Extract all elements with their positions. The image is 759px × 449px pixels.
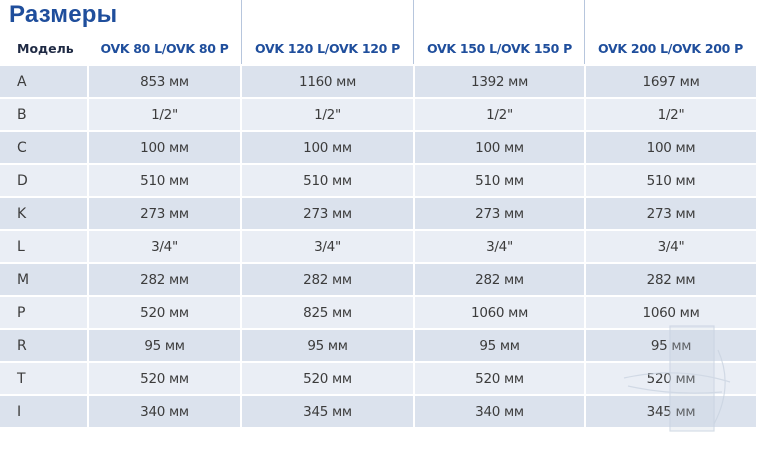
table-cell: 345 мм xyxy=(585,395,756,429)
table-cell: 3/4" xyxy=(585,230,756,264)
row-label: L xyxy=(0,230,89,264)
table-cell: 100 мм xyxy=(414,131,586,165)
table-cell: 510 мм xyxy=(88,164,242,198)
table-cell: 1/2" xyxy=(585,98,756,132)
table-cell: 273 мм xyxy=(88,197,242,231)
table-cell: 95 мм xyxy=(88,329,242,363)
table-cell: 282 мм xyxy=(88,263,242,297)
table-cell: 340 мм xyxy=(414,395,586,429)
table-cell: 520 мм xyxy=(585,362,756,396)
table-row: K 273 мм 273 мм 273 мм 273 мм xyxy=(0,197,756,231)
header-model: Модель xyxy=(0,33,88,66)
row-label: M xyxy=(0,263,89,297)
table-cell: 1160 мм xyxy=(241,65,415,99)
row-label: T xyxy=(0,362,89,396)
table-cell: 273 мм xyxy=(414,197,586,231)
row-label: P xyxy=(0,296,89,330)
table-cell: 520 мм xyxy=(414,362,586,396)
table-cell: 100 мм xyxy=(585,131,756,165)
row-label: A xyxy=(0,65,89,99)
table-cell: 100 мм xyxy=(88,131,242,165)
column-divider xyxy=(241,0,242,65)
table-row: B 1/2" 1/2" 1/2" 1/2" xyxy=(0,98,756,132)
table-cell: 1060 мм xyxy=(414,296,586,330)
table-row: T 520 мм 520 мм 520 мм 520 мм xyxy=(0,362,756,396)
table-cell: 1/2" xyxy=(241,98,415,132)
table-row: P 520 мм 825 мм 1060 мм 1060 мм xyxy=(0,296,756,330)
table-cell: 520 мм xyxy=(88,296,242,330)
table-cell: 282 мм xyxy=(241,263,415,297)
column-divider xyxy=(413,0,414,65)
row-label: I xyxy=(0,395,89,429)
table-cell: 273 мм xyxy=(241,197,415,231)
table-cell: 3/4" xyxy=(241,230,415,264)
table-cell: 1060 мм xyxy=(585,296,756,330)
table-row: A 853 мм 1160 мм 1392 мм 1697 мм xyxy=(0,65,756,99)
table-cell: 282 мм xyxy=(414,263,586,297)
row-label: B xyxy=(0,98,89,132)
row-label: K xyxy=(0,197,89,231)
table-cell: 340 мм xyxy=(88,395,242,429)
table-cell: 1697 мм xyxy=(585,65,756,99)
row-label: C xyxy=(0,131,89,165)
column-divider xyxy=(584,0,585,65)
table-cell: 95 мм xyxy=(585,329,756,363)
header-ovk-150: OVK 150 L/OVK 150 P xyxy=(414,33,585,66)
header-ovk-200: OVK 200 L/OVK 200 P xyxy=(585,33,756,66)
table-cell: 3/4" xyxy=(88,230,242,264)
table-cell: 345 мм xyxy=(241,395,415,429)
table-cell: 95 мм xyxy=(414,329,586,363)
row-label: R xyxy=(0,329,89,363)
table-cell: 100 мм xyxy=(241,131,415,165)
table-cell: 853 мм xyxy=(88,65,242,99)
table-row: C 100 мм 100 мм 100 мм 100 мм xyxy=(0,131,756,165)
table-cell: 1392 мм xyxy=(414,65,586,99)
header-ovk-120: OVK 120 L/OVK 120 P xyxy=(241,33,414,66)
table-cell: 1/2" xyxy=(414,98,586,132)
table-row: R 95 мм 95 мм 95 мм 95 мм xyxy=(0,329,756,363)
table-cell: 273 мм xyxy=(585,197,756,231)
table-cell: 3/4" xyxy=(414,230,586,264)
table-cell: 95 мм xyxy=(241,329,415,363)
table-header-row: Модель OVK 80 L/OVK 80 P OVK 120 L/OVK 1… xyxy=(0,33,756,66)
table-row: I 340 мм 345 мм 340 мм 345 мм xyxy=(0,395,756,429)
row-label: D xyxy=(0,164,89,198)
table-cell: 282 мм xyxy=(585,263,756,297)
table-cell: 520 мм xyxy=(241,362,415,396)
table-cell: 1/2" xyxy=(88,98,242,132)
table-cell: 510 мм xyxy=(585,164,756,198)
header-ovk-80: OVK 80 L/OVK 80 P xyxy=(88,33,241,66)
table-cell: 825 мм xyxy=(241,296,415,330)
table-cell: 510 мм xyxy=(414,164,586,198)
table-row: L 3/4" 3/4" 3/4" 3/4" xyxy=(0,230,756,264)
table-cell: 510 мм xyxy=(241,164,415,198)
table-cell: 520 мм xyxy=(88,362,242,396)
page-title: Размеры xyxy=(9,1,118,28)
dimensions-table: Модель OVK 80 L/OVK 80 P OVK 120 L/OVK 1… xyxy=(0,33,756,429)
table-row: M 282 мм 282 мм 282 мм 282 мм xyxy=(0,263,756,297)
table-row: D 510 мм 510 мм 510 мм 510 мм xyxy=(0,164,756,198)
